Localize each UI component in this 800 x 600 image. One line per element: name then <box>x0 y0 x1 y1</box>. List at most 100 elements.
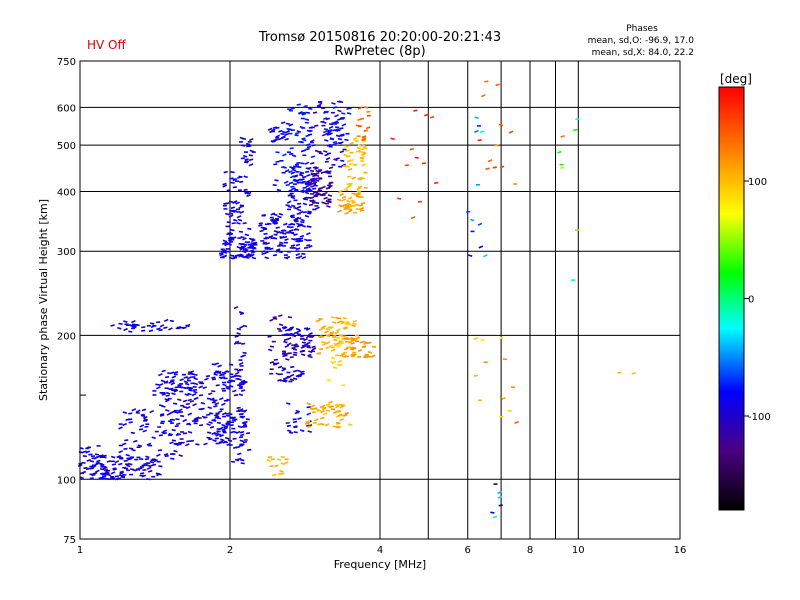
data-point <box>336 128 341 131</box>
y-tick-label: 100 <box>57 475 76 486</box>
data-point <box>296 103 301 106</box>
data-point <box>351 324 356 328</box>
data-point <box>241 144 246 147</box>
data-point <box>285 231 290 234</box>
data-point <box>237 218 243 222</box>
data-point <box>128 462 133 466</box>
data-point <box>122 411 128 414</box>
data-point <box>371 354 376 358</box>
data-point <box>240 425 246 429</box>
data-point <box>324 153 329 157</box>
y-tick-label: 75 <box>63 535 76 546</box>
data-point <box>241 422 247 425</box>
data-point <box>343 326 349 330</box>
data-point <box>106 460 112 463</box>
data-point <box>243 421 248 424</box>
data-point <box>125 469 131 472</box>
data-point <box>246 253 251 257</box>
data-point <box>215 412 220 415</box>
data-point <box>135 468 141 471</box>
data-point <box>248 154 253 157</box>
data-point <box>83 466 88 470</box>
data-point <box>351 176 357 180</box>
colorbar-tick-label: -100 <box>748 412 771 423</box>
data-point <box>236 215 242 219</box>
data-point <box>143 416 148 419</box>
data-point <box>273 230 279 233</box>
data-point <box>169 380 175 383</box>
data-point <box>321 107 326 110</box>
data-point <box>163 453 169 456</box>
hv-status-label: HV Off <box>87 38 126 52</box>
data-point <box>185 402 190 406</box>
data-point <box>477 222 483 226</box>
data-point <box>209 425 215 429</box>
data-point <box>356 146 361 150</box>
data-point <box>112 467 117 470</box>
data-point <box>294 345 300 348</box>
data-point <box>434 181 439 184</box>
data-point <box>328 132 333 135</box>
data-point <box>356 149 361 153</box>
data-point <box>347 184 353 188</box>
data-point <box>290 214 295 217</box>
data-point <box>362 139 367 143</box>
data-point <box>281 352 287 355</box>
data-point <box>282 326 288 330</box>
data-point <box>310 334 315 338</box>
data-point <box>152 324 157 327</box>
data-point <box>146 462 151 465</box>
data-point <box>211 418 216 422</box>
data-point <box>311 201 317 204</box>
data-point <box>223 241 229 245</box>
data-point <box>273 233 278 236</box>
data-point <box>119 471 124 475</box>
data-point <box>248 158 254 162</box>
data-point <box>292 377 298 381</box>
data-point <box>275 249 281 253</box>
data-point <box>158 465 163 468</box>
data-point <box>339 192 345 197</box>
data-point <box>332 106 338 109</box>
data-point <box>303 337 309 342</box>
data-point <box>328 123 334 126</box>
data-point <box>307 430 312 433</box>
data-point <box>123 459 128 462</box>
data-point <box>91 473 96 477</box>
data-point <box>291 334 297 338</box>
data-point <box>272 317 278 320</box>
data-point <box>352 322 357 325</box>
data-point <box>325 187 330 190</box>
data-point <box>234 374 239 377</box>
data-point <box>334 403 339 406</box>
data-point <box>280 462 286 466</box>
data-point <box>323 117 328 120</box>
data-point <box>300 149 306 153</box>
data-point <box>332 140 338 144</box>
data-point <box>279 469 284 473</box>
data-point <box>285 204 290 207</box>
data-point <box>151 463 157 467</box>
data-point <box>235 201 241 205</box>
data-point <box>219 434 224 438</box>
data-point <box>239 136 245 140</box>
data-point <box>363 355 369 358</box>
data-point <box>214 362 220 366</box>
data-point <box>307 244 313 249</box>
data-point <box>211 376 216 379</box>
data-point <box>334 126 340 129</box>
data-point <box>150 322 155 325</box>
data-point <box>347 209 353 213</box>
data-point <box>272 220 277 223</box>
data-point <box>328 129 334 133</box>
data-point <box>179 378 184 382</box>
data-point <box>274 464 279 468</box>
data-point <box>286 424 292 427</box>
data-point <box>155 383 160 386</box>
data-point <box>421 162 427 165</box>
data-point <box>344 347 349 351</box>
data-point <box>339 353 344 357</box>
data-point <box>283 340 288 344</box>
data-point <box>315 179 320 182</box>
data-point <box>289 175 295 179</box>
